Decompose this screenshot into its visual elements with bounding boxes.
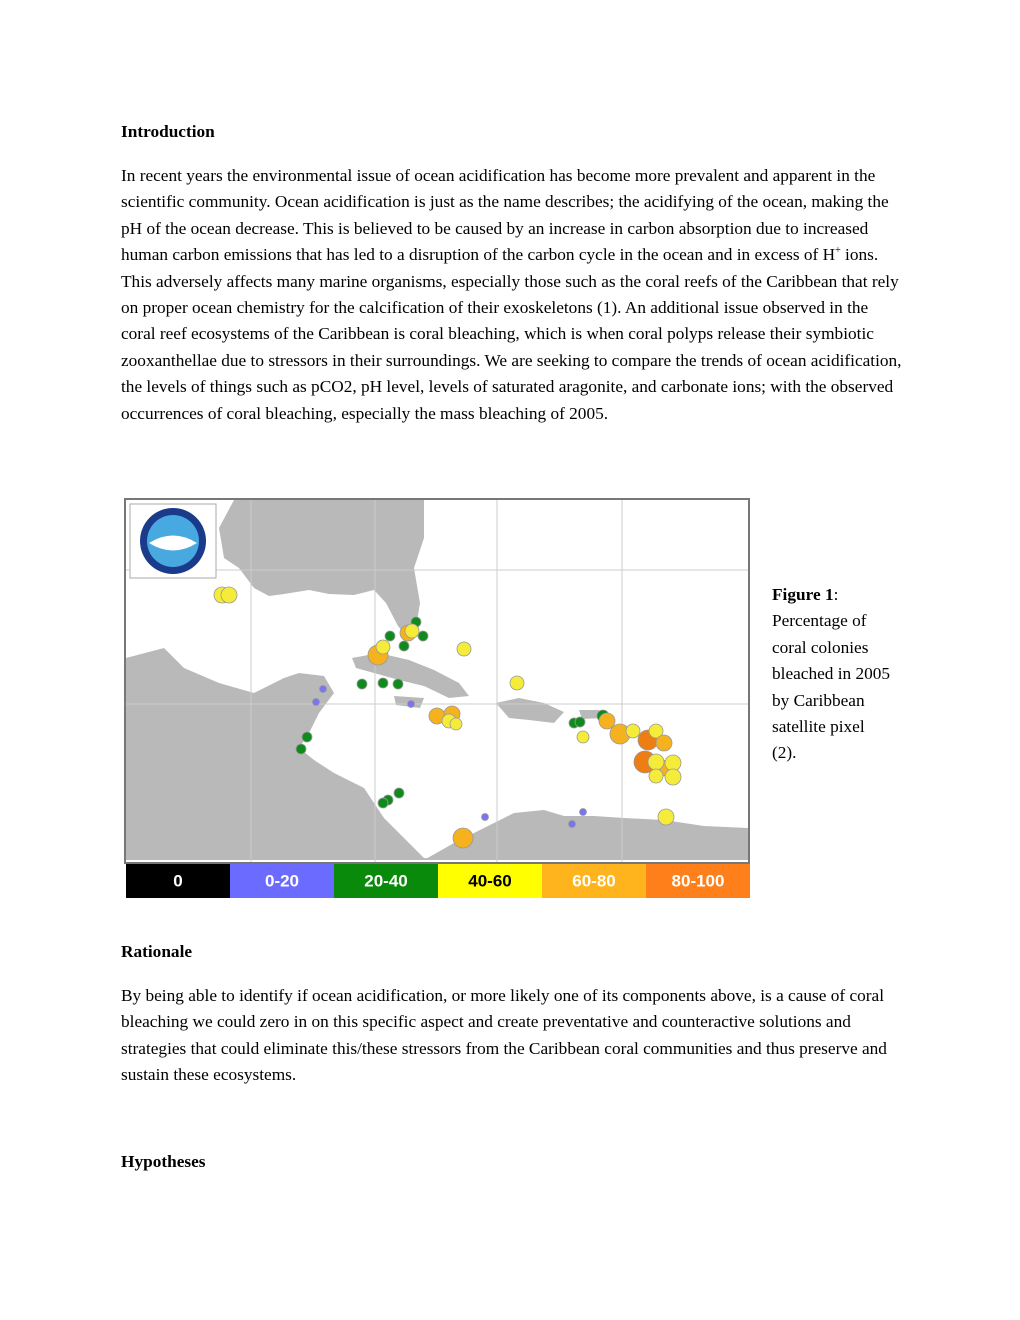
paragraph: In recent years the environmental issue … <box>121 163 905 427</box>
heading: Rationale <box>121 942 193 961</box>
legend-label: 80-100 <box>672 871 725 890</box>
caption-label: Figure 1 <box>772 585 834 604</box>
text: ions. This adversely affects many marine… <box>121 245 902 423</box>
legend-swatch <box>438 864 542 898</box>
map-grid <box>126 500 748 862</box>
legend-swatch <box>542 864 646 898</box>
legend-label: 0-20 <box>265 871 299 890</box>
paragraph: By being able to identify if ocean acidi… <box>121 986 887 1085</box>
caption: Figure 1: Percentage of coral colonies b… <box>772 582 892 767</box>
legend-label: 20-40 <box>364 871 407 890</box>
legend-label: 60-80 <box>572 871 615 890</box>
text: In recent years the environmental issue … <box>121 166 889 265</box>
legend-label: 40-60 <box>468 871 511 890</box>
heading: Introduction <box>121 122 215 141</box>
legend-label: 0 <box>173 871 182 890</box>
superscript: + <box>835 245 841 257</box>
heading: Hypotheses <box>121 1152 206 1171</box>
legend-swatch <box>646 864 750 898</box>
figure-map: 0 0-20 20-40 40-60 60-80 80-100 <box>124 498 750 898</box>
legend-swatch <box>126 864 230 898</box>
legend: 0 0-20 20-40 40-60 60-80 80-100 <box>126 864 750 898</box>
caption-text: : Percentage of coral colonies bleached … <box>772 585 891 763</box>
logo <box>149 535 197 551</box>
bleaching-sites <box>213 586 682 849</box>
legend-swatch <box>230 864 334 898</box>
legend-swatch <box>334 864 438 898</box>
